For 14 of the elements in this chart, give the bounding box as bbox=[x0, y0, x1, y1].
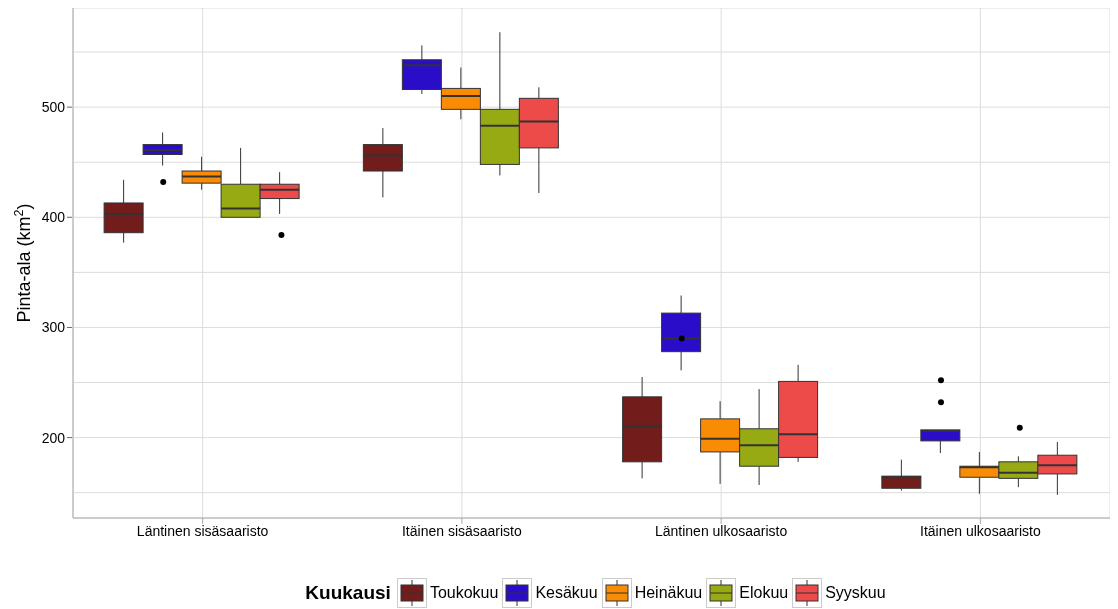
legend-label: Heinäkuu bbox=[633, 583, 703, 603]
legend-label: Elokuu bbox=[738, 583, 789, 603]
legend-label: Syyskuu bbox=[824, 583, 886, 603]
y-tick-label: 300 bbox=[41, 319, 66, 336]
legend-label: Toukokuu bbox=[428, 583, 499, 603]
x-tick-label: Itäinen sisäsaaristo bbox=[401, 522, 523, 539]
y-tick-label: 400 bbox=[41, 209, 66, 226]
y-tick-label: 200 bbox=[41, 429, 66, 446]
y-tick-label: 500 bbox=[41, 99, 66, 116]
x-tick-label: Itäinen ulkosaaristo bbox=[920, 522, 1041, 539]
legend-title: Kuukausi bbox=[305, 582, 391, 604]
x-tick-label: Läntinen ulkosaaristo bbox=[654, 522, 788, 539]
x-tick-label: Läntinen sisäsaaristo bbox=[136, 522, 269, 539]
legend-label: Kesäkuu bbox=[534, 583, 598, 603]
